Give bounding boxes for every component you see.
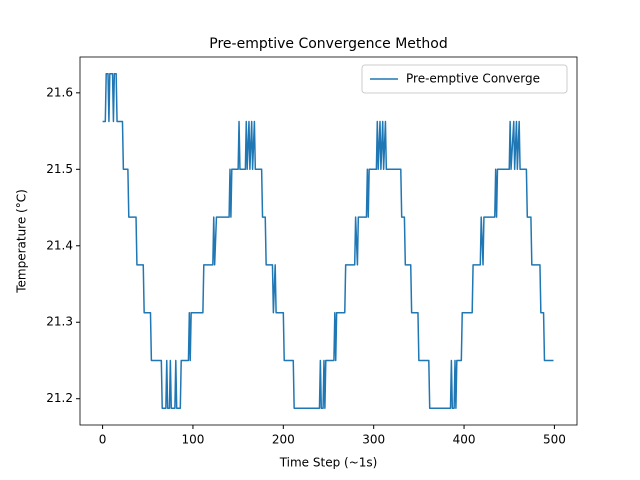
x-axis-label: Time Step (~1s) <box>279 456 378 470</box>
y-axis-label: Temperature (°C) <box>15 189 29 294</box>
x-tick-label: 100 <box>182 433 205 447</box>
chart-title: Pre-emptive Convergence Method <box>209 36 447 52</box>
y-tick-label: 21.2 <box>46 391 73 405</box>
x-tick-label: 300 <box>362 433 385 447</box>
legend-label: Pre-emptive Converge <box>406 72 540 86</box>
legend-box <box>361 64 568 94</box>
plot-frame <box>79 56 578 426</box>
x-tick-label: 400 <box>453 433 476 447</box>
x-tick-label: 500 <box>543 433 566 447</box>
y-tick-label: 21.6 <box>46 85 73 99</box>
y-tick-label: 21.5 <box>46 162 73 176</box>
x-tick-label: 0 <box>99 433 107 447</box>
y-tick-label: 21.4 <box>46 238 73 252</box>
y-tick-label: 21.3 <box>46 315 73 329</box>
x-tick-label: 200 <box>272 433 295 447</box>
data-line <box>102 72 554 410</box>
